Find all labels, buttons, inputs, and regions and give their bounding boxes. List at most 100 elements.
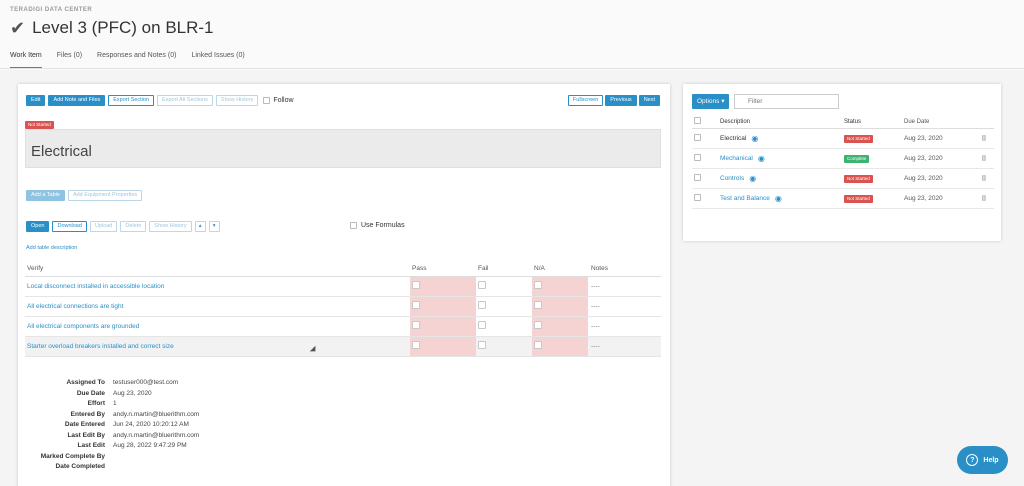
tab-files[interactable]: Files (0) <box>56 52 83 59</box>
show-history-button[interactable]: Show History <box>215 95 259 106</box>
options-dropdown-button[interactable]: Options ▾ <box>692 94 730 109</box>
detail-value <box>105 452 113 463</box>
fail-cell <box>476 317 532 336</box>
tab-work-item[interactable]: Work Item <box>10 52 42 69</box>
fail-checkbox[interactable] <box>478 341 486 349</box>
notes-cell[interactable]: ---- <box>591 343 600 350</box>
row-checkbox[interactable] <box>694 174 701 181</box>
table-row: All electrical connections are tight ---… <box>25 297 661 317</box>
download-button[interactable]: Download <box>52 221 87 232</box>
pass-cell <box>410 317 476 336</box>
col-description-header: Description <box>720 118 751 125</box>
na-checkbox[interactable] <box>534 281 542 289</box>
eye-icon[interactable]: ◉ <box>751 133 759 143</box>
drag-handle-icon[interactable]: ⠿ <box>981 155 987 163</box>
detail-label: Last Edit <box>77 442 105 449</box>
status-cell: Not Started <box>844 134 904 143</box>
next-button[interactable]: Next <box>638 95 660 106</box>
verify-item[interactable]: All electrical connections are tight <box>27 303 124 310</box>
notes-cell[interactable]: ---- <box>591 323 600 330</box>
section-description: Test and Balance ◉ <box>720 193 844 203</box>
pass-checkbox[interactable] <box>412 301 420 309</box>
drag-handle-icon[interactable]: ⠿ <box>981 135 987 143</box>
fail-checkbox[interactable] <box>478 321 486 329</box>
na-cell <box>532 337 588 356</box>
detail-value <box>105 462 113 473</box>
fail-checkbox[interactable] <box>478 301 486 309</box>
delete-button[interactable]: Delete <box>120 221 147 232</box>
filter-input[interactable] <box>734 94 839 109</box>
section-row[interactable]: Controls ◉ Not Started Aug 23, 2020 ⠿ <box>692 169 994 189</box>
verify-item[interactable]: Local disconnect installed in accessible… <box>27 283 165 290</box>
notes-cell[interactable]: ---- <box>591 283 600 290</box>
fullscreen-button[interactable]: Fullscreen <box>567 95 604 106</box>
col-notes-header: Notes <box>591 265 608 272</box>
follow-checkbox[interactable] <box>263 97 271 104</box>
add-table-button[interactable]: Add a Table <box>26 190 65 201</box>
na-cell <box>532 317 588 336</box>
edit-button[interactable]: Edit <box>26 95 46 106</box>
section-name[interactable]: Mechanical <box>720 155 753 162</box>
select-all-checkbox[interactable] <box>694 117 701 124</box>
na-checkbox[interactable] <box>534 321 542 329</box>
help-button[interactable]: ? Help <box>957 446 1008 474</box>
pass-checkbox[interactable] <box>412 341 420 349</box>
detail-label: Assigned To <box>66 379 105 386</box>
drag-handle-icon[interactable]: ⠿ <box>981 195 987 203</box>
col-pass-header: Pass <box>412 265 427 272</box>
open-button[interactable]: Open <box>26 221 50 232</box>
tab-responses-notes[interactable]: Responses and Notes (0) <box>97 52 177 59</box>
na-checkbox[interactable] <box>534 301 542 309</box>
verify-item[interactable]: Starter overload breakers installed and … <box>27 343 174 350</box>
tab-linked-issues[interactable]: Linked Issues (0) <box>191 52 245 59</box>
section-name[interactable]: Test and Balance <box>720 195 770 202</box>
col-verify-header: Verify <box>27 265 44 272</box>
fail-checkbox[interactable] <box>478 281 486 289</box>
upload-button[interactable]: Upload <box>89 221 118 232</box>
pass-checkbox[interactable] <box>412 281 420 289</box>
previous-button[interactable]: Previous <box>605 95 637 106</box>
detail-value: 1 <box>113 400 117 407</box>
due-date: Aug 23, 2020 <box>904 135 943 142</box>
section-title-box: Electrical <box>25 129 661 168</box>
fail-cell <box>476 277 532 296</box>
eye-icon[interactable]: ◉ <box>749 173 757 183</box>
move-down-button[interactable]: ▾ <box>208 221 220 232</box>
add-content-row: Add a Table Add Equipment Properties <box>26 190 143 201</box>
eye-icon[interactable]: ◉ <box>757 153 765 163</box>
use-formulas-checkbox[interactable] <box>350 222 357 229</box>
section-title: Electrical <box>31 143 92 160</box>
section-name[interactable]: Electrical <box>720 135 747 142</box>
export-all-sections-button[interactable]: Export All Sections <box>157 95 213 106</box>
na-checkbox[interactable] <box>534 341 542 349</box>
section-row[interactable]: Electrical ◉ Not Started Aug 23, 2020 ⠿ <box>692 129 994 149</box>
row-checkbox[interactable] <box>694 194 701 201</box>
detail-label: Marked Complete By <box>40 452 105 460</box>
add-equipment-properties-button[interactable]: Add Equipment Properties <box>67 190 143 201</box>
drag-handle-icon[interactable]: ⠿ <box>981 175 987 183</box>
section-row[interactable]: Test and Balance ◉ Not Started Aug 23, 2020… <box>692 189 994 209</box>
table-show-history-button[interactable]: Show History <box>149 221 192 232</box>
verify-item[interactable]: All electrical components are grounded <box>27 323 140 330</box>
add-table-description-link[interactable]: Add table description <box>26 245 78 251</box>
arrow-up-icon: ▴ <box>198 223 202 229</box>
section-row[interactable]: Mechanical ◉ Complete Aug 23, 2020 ⠿ <box>692 149 994 169</box>
col-due-date-header: Due Date <box>904 118 930 125</box>
fail-cell <box>476 337 532 356</box>
row-select-cell <box>692 134 720 143</box>
add-note-files-button[interactable]: Add Note and Files <box>48 95 106 106</box>
move-up-button[interactable]: ▴ <box>194 221 206 232</box>
pass-cell <box>410 297 476 316</box>
eye-icon[interactable]: ◉ <box>774 193 782 203</box>
use-formulas-toggle[interactable]: Use Formulas <box>350 222 405 229</box>
table-header-row: Verify Pass Fail N/A Notes <box>25 265 661 277</box>
pass-checkbox[interactable] <box>412 321 420 329</box>
header-divider <box>0 68 1024 69</box>
detail-row: Last Edit By andy.n.martin@bluerithm.com <box>28 431 199 442</box>
notes-cell[interactable]: ---- <box>591 303 600 310</box>
follow-toggle[interactable]: Follow <box>263 97 294 104</box>
row-checkbox[interactable] <box>694 134 701 141</box>
row-checkbox[interactable] <box>694 154 701 161</box>
export-section-button[interactable]: Export Section <box>108 95 155 106</box>
section-name[interactable]: Controls <box>720 175 745 182</box>
